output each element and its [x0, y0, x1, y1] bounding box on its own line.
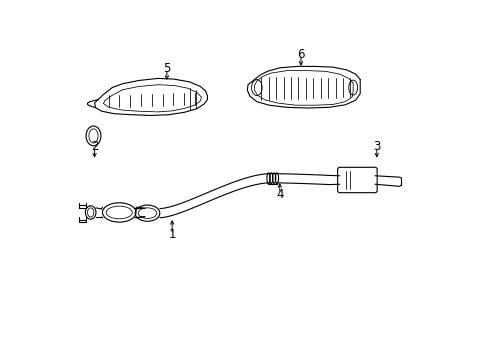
Text: 6: 6: [297, 48, 304, 61]
Text: 2: 2: [91, 140, 98, 153]
Text: 1: 1: [168, 228, 176, 241]
Text: 3: 3: [372, 140, 380, 153]
Text: 5: 5: [163, 62, 170, 75]
Text: 4: 4: [275, 188, 283, 201]
